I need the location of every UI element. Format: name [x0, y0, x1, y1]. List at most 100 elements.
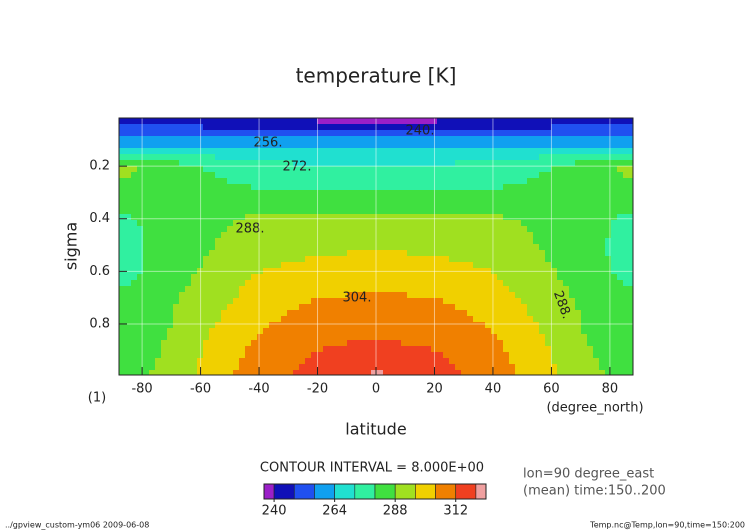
- field-cell: [527, 352, 534, 359]
- field-cell: [533, 136, 540, 143]
- field-cell: [293, 292, 300, 299]
- field-cell: [191, 346, 198, 353]
- field-cell: [503, 352, 510, 359]
- field-cell: [587, 190, 594, 197]
- field-cell: [209, 262, 216, 269]
- field-cell: [239, 334, 246, 341]
- x-tick-label: 60: [543, 382, 560, 397]
- field-cell: [473, 142, 480, 149]
- field-cell: [569, 364, 576, 371]
- field-cell: [569, 166, 576, 173]
- field-cell: [335, 370, 342, 376]
- field-cell: [209, 220, 216, 227]
- field-cell: [245, 346, 252, 353]
- field-cell: [353, 304, 360, 311]
- field-cell: [191, 232, 198, 239]
- field-cell: [269, 364, 276, 371]
- field-cell: [155, 232, 162, 239]
- field-cell: [239, 262, 246, 269]
- field-cell: [503, 340, 510, 347]
- field-cell: [323, 346, 330, 353]
- field-cell: [521, 238, 528, 245]
- field-cell: [497, 262, 504, 269]
- field-cell: [401, 286, 408, 293]
- field-cell: [497, 334, 504, 341]
- field-cell: [311, 202, 318, 209]
- field-cell: [593, 370, 600, 376]
- field-cell: [617, 274, 624, 281]
- field-cell: [263, 172, 270, 179]
- field-cell: [473, 244, 480, 251]
- field-cell: [503, 364, 510, 371]
- field-cell: [143, 352, 150, 359]
- field-cell: [149, 334, 156, 341]
- field-cell: [599, 124, 606, 131]
- field-cell: [563, 226, 570, 233]
- field-cell: [173, 364, 180, 371]
- field-cell: [377, 328, 384, 335]
- field-cell: [143, 160, 150, 167]
- x-tick-label: -20: [307, 382, 328, 397]
- field-cell: [569, 226, 576, 233]
- field-cell: [521, 172, 528, 179]
- field-cell: [365, 232, 372, 239]
- field-cell: [629, 274, 634, 281]
- field-cell: [497, 130, 504, 137]
- field-cell: [563, 286, 570, 293]
- field-cell: [293, 220, 300, 227]
- field-cell: [449, 370, 456, 376]
- field-cell: [587, 292, 594, 299]
- field-cell: [623, 190, 630, 197]
- field-cell: [395, 136, 402, 143]
- field-cell: [467, 316, 474, 323]
- field-cell: [179, 124, 186, 131]
- field-cell: [185, 154, 192, 161]
- field-cell: [227, 244, 234, 251]
- field-cell: [185, 286, 192, 293]
- field-cell: [137, 352, 144, 359]
- field-cell: [341, 304, 348, 311]
- contour-interval: CONTOUR INTERVAL = 8.000E+00: [260, 461, 484, 476]
- field-cell: [167, 310, 174, 317]
- field-cell: [449, 142, 456, 149]
- field-cell: [305, 280, 312, 287]
- field-cell: [203, 364, 210, 371]
- field-cell: [287, 316, 294, 323]
- field-cell: [455, 196, 462, 203]
- field-cell: [335, 244, 342, 251]
- field-cell: [515, 184, 522, 191]
- field-cell: [629, 352, 634, 359]
- field-cell: [365, 184, 372, 191]
- field-cell: [119, 190, 126, 197]
- field-cell: [263, 370, 270, 376]
- field-cell: [335, 238, 342, 245]
- field-cell: [437, 250, 444, 257]
- field-cell: [263, 166, 270, 173]
- field-cell: [203, 214, 210, 221]
- field-cell: [557, 124, 564, 131]
- field-cell: [245, 118, 252, 125]
- field-cell: [305, 370, 312, 376]
- field-cell: [233, 292, 240, 299]
- field-cell: [317, 148, 324, 155]
- field-cell: [497, 250, 504, 257]
- field-cell: [239, 328, 246, 335]
- field-cell: [191, 154, 198, 161]
- field-cell: [551, 334, 558, 341]
- field-cell: [281, 226, 288, 233]
- field-cell: [563, 370, 570, 376]
- field-cell: [503, 130, 510, 137]
- field-cell: [581, 178, 588, 185]
- field-cell: [191, 310, 198, 317]
- field-cell: [311, 298, 318, 305]
- field-cell: [395, 352, 402, 359]
- field-cell: [407, 328, 414, 335]
- field-cell: [599, 172, 606, 179]
- field-cell: [185, 190, 192, 197]
- field-cell: [629, 316, 634, 323]
- field-cell: [299, 118, 306, 125]
- field-cell: [275, 262, 282, 269]
- field-cell: [215, 292, 222, 299]
- field-cell: [515, 214, 522, 221]
- field-cell: [425, 304, 432, 311]
